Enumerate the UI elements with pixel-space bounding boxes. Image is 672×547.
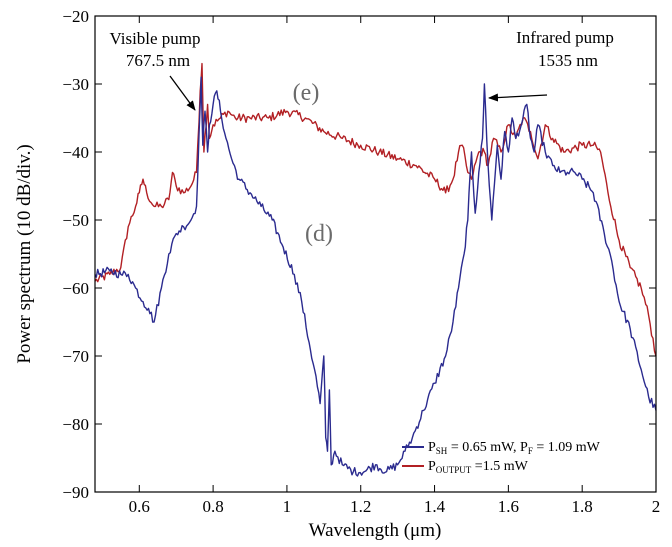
y-axis-label: Power spectrum (10 dB/div.)	[14, 144, 35, 363]
x-tick-label: 0.6	[129, 497, 150, 516]
y-tick-label: −80	[62, 415, 89, 434]
x-tick-label: 1.4	[424, 497, 446, 516]
series-d-line	[94, 76, 657, 477]
plot-frame	[94, 15, 657, 493]
ticks-layer: 0.6 0.8 1 1.2 1.4 1.6 1.8 2 −20 −30 −40 −50 −60 −70 −8…	[62, 7, 660, 516]
legend-entry-d: PSH = 0.65 mW, PF = 1.09 mW	[428, 440, 601, 456]
y-tick-label: −90	[62, 483, 89, 502]
series-d-label: (d)	[305, 221, 333, 247]
x-axis-label: Wavelength (μm)	[309, 520, 442, 541]
x-tick-label: 1	[283, 497, 292, 516]
legend-entry-e: POUTPUT =1.5 mW	[428, 459, 529, 475]
series-layer	[94, 62, 657, 477]
legend: PSH = 0.65 mW, PF = 1.09 mW POUTPUT =1.5 …	[402, 440, 601, 475]
series-e-line	[94, 62, 657, 357]
x-tick-label: 0.8	[202, 497, 223, 516]
visible-pump-arrow	[169, 75, 196, 111]
x-tick-label: 1.6	[498, 497, 519, 516]
series-e-label: (e)	[293, 80, 320, 106]
infrared-pump-label: Infrared pump	[516, 28, 614, 47]
y-tick-label: −40	[62, 143, 89, 162]
y-tick-label: −20	[62, 7, 89, 26]
y-tick-label: −70	[62, 347, 89, 366]
x-tick-label: 1.2	[350, 497, 371, 516]
y-tick-label: −60	[62, 279, 89, 298]
x-tick-label: 2	[652, 497, 661, 516]
infrared-pump-arrow	[488, 93, 548, 102]
visible-pump-label: Visible pump	[109, 29, 200, 48]
visible-pump-wavelength: 767.5 nm	[126, 51, 190, 70]
y-tick-label: −50	[62, 211, 89, 230]
infrared-pump-wavelength: 1535 nm	[538, 51, 598, 70]
x-tick-label: 1.8	[572, 497, 593, 516]
y-tick-label: −30	[62, 75, 89, 94]
